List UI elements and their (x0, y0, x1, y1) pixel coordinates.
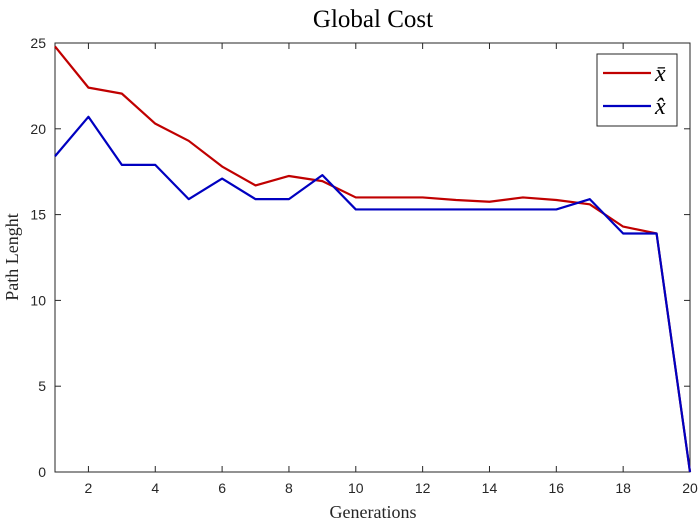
series-line-x-hat (54, 115, 692, 473)
y-tick-label: 5 (38, 378, 46, 394)
x-tick-label: 4 (151, 480, 159, 496)
legend-label-x-hat: x̂ (654, 94, 666, 120)
ticks-layer: 2 4 6 8 10 12 14 16 18 20 0 5 10 15 20 25 (30, 35, 698, 496)
x-tick-label: 20 (682, 480, 698, 496)
x-tick-label: 8 (285, 480, 293, 496)
chart-title: Global Cost (313, 6, 433, 33)
series-line-x-bar (54, 45, 692, 473)
y-tick-label: 10 (30, 292, 46, 308)
x-tick-label: 6 (218, 480, 226, 496)
x-tick-label: 16 (549, 480, 565, 496)
legend-box (596, 53, 678, 127)
x-tick-label: 10 (348, 480, 364, 496)
y-tick-label: 15 (30, 207, 46, 223)
y-tick-label: 25 (30, 35, 46, 51)
plot-area-frame (54, 42, 691, 473)
x-axis-label: Generations (330, 502, 417, 522)
x-tick-label: 12 (415, 480, 431, 496)
series-layer (54, 45, 692, 473)
legend-label-x-bar: x̄ (654, 61, 666, 87)
y-tick-label: 20 (30, 121, 46, 137)
x-tick-label: 14 (482, 480, 498, 496)
x-tick-label: 18 (615, 480, 631, 496)
legend: x̄ x̂ (596, 53, 678, 127)
x-tick-label: 2 (85, 480, 93, 496)
y-tick-label: 0 (38, 464, 46, 480)
y-axis-label: Path Lenght (2, 213, 22, 301)
